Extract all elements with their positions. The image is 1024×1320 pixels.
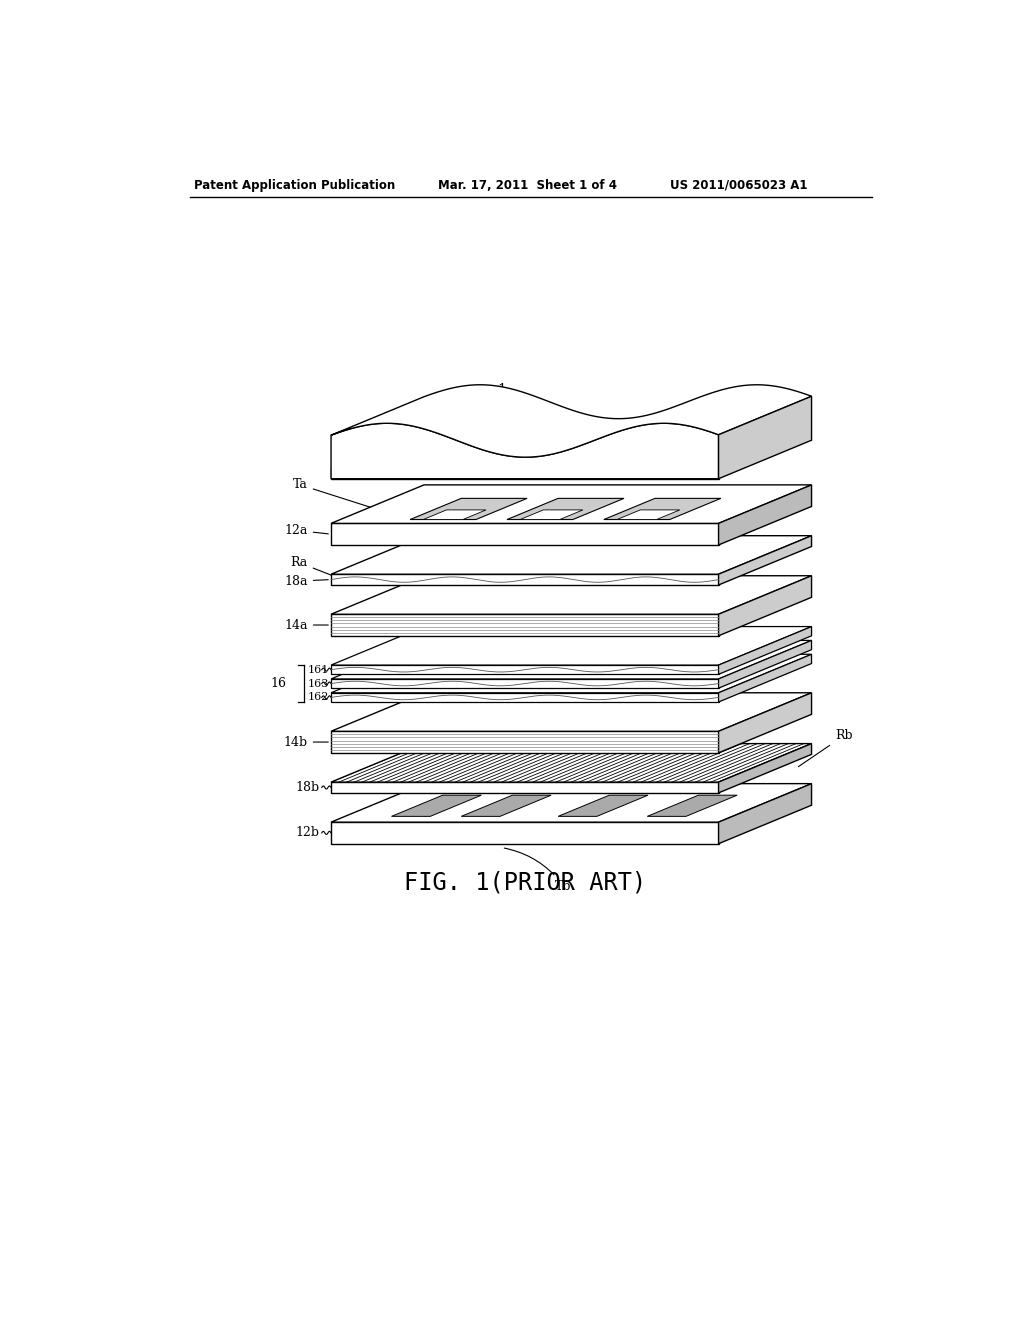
Polygon shape bbox=[719, 484, 812, 545]
Polygon shape bbox=[331, 640, 812, 678]
Polygon shape bbox=[331, 693, 812, 731]
Polygon shape bbox=[331, 614, 719, 636]
Polygon shape bbox=[331, 665, 719, 675]
Polygon shape bbox=[719, 743, 812, 793]
Text: 12b: 12b bbox=[296, 826, 319, 840]
Polygon shape bbox=[617, 510, 680, 520]
Polygon shape bbox=[331, 536, 812, 574]
Text: Rb: Rb bbox=[799, 730, 852, 767]
Polygon shape bbox=[331, 576, 812, 614]
Polygon shape bbox=[331, 731, 719, 752]
Text: Mar. 17, 2011  Sheet 1 of 4: Mar. 17, 2011 Sheet 1 of 4 bbox=[438, 178, 617, 191]
Polygon shape bbox=[331, 424, 719, 479]
Polygon shape bbox=[423, 510, 486, 520]
Polygon shape bbox=[391, 795, 481, 816]
Text: 18a: 18a bbox=[285, 574, 329, 587]
Text: Tb: Tb bbox=[504, 847, 571, 892]
Text: 163: 163 bbox=[308, 678, 329, 689]
Polygon shape bbox=[331, 743, 812, 781]
Polygon shape bbox=[331, 524, 719, 545]
Polygon shape bbox=[719, 655, 812, 702]
Text: Patent Application Publication: Patent Application Publication bbox=[194, 178, 395, 191]
Polygon shape bbox=[410, 499, 527, 520]
Polygon shape bbox=[331, 385, 812, 457]
Text: 1: 1 bbox=[497, 383, 537, 408]
Text: Ta: Ta bbox=[293, 478, 375, 508]
Text: US 2011/0065023 A1: US 2011/0065023 A1 bbox=[671, 178, 808, 191]
Polygon shape bbox=[507, 499, 624, 520]
Polygon shape bbox=[331, 693, 719, 702]
Polygon shape bbox=[558, 795, 648, 816]
Polygon shape bbox=[331, 822, 719, 843]
Polygon shape bbox=[719, 784, 812, 843]
Text: 16: 16 bbox=[271, 677, 287, 690]
Polygon shape bbox=[719, 627, 812, 675]
Text: FIG. 1(PRIOR ART): FIG. 1(PRIOR ART) bbox=[403, 870, 646, 894]
Polygon shape bbox=[331, 484, 812, 524]
Polygon shape bbox=[719, 576, 812, 636]
Polygon shape bbox=[331, 627, 812, 665]
Polygon shape bbox=[719, 693, 812, 752]
Polygon shape bbox=[331, 781, 719, 793]
Text: 161: 161 bbox=[308, 665, 329, 675]
Polygon shape bbox=[331, 574, 719, 585]
Text: 162: 162 bbox=[308, 693, 329, 702]
Polygon shape bbox=[647, 795, 737, 816]
Polygon shape bbox=[520, 510, 583, 520]
Polygon shape bbox=[331, 467, 719, 479]
Text: Ra: Ra bbox=[291, 556, 340, 578]
Polygon shape bbox=[331, 784, 812, 822]
Polygon shape bbox=[331, 655, 812, 693]
Text: 14b: 14b bbox=[284, 735, 329, 748]
Polygon shape bbox=[604, 499, 721, 520]
Polygon shape bbox=[719, 640, 812, 688]
Text: 14a: 14a bbox=[285, 619, 329, 631]
Text: 12a: 12a bbox=[285, 524, 329, 537]
Text: 18b: 18b bbox=[295, 781, 319, 795]
Polygon shape bbox=[331, 678, 719, 688]
Polygon shape bbox=[461, 795, 551, 816]
Polygon shape bbox=[719, 536, 812, 585]
Polygon shape bbox=[719, 396, 812, 479]
